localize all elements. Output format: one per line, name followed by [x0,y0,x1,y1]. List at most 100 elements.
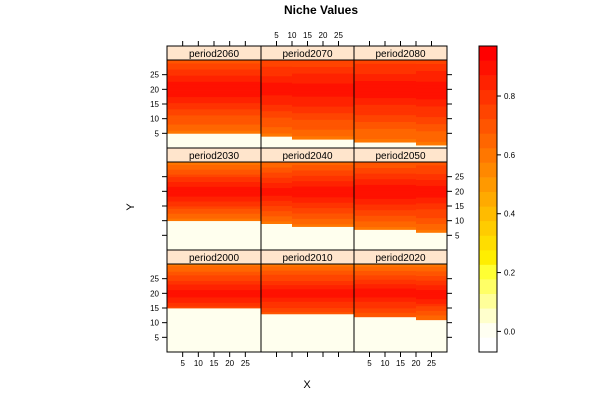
colorbar-swatch [479,46,497,61]
niche-cell [354,264,416,267]
niche-cell [416,264,447,267]
niche-cell [354,221,416,225]
niche-cell [354,83,416,88]
niche-cell [292,89,354,94]
niche-cell [167,302,261,305]
niche-cell [416,173,447,178]
niche-cell [416,102,447,107]
niche-cell [416,294,447,297]
x-tick-label: 25 [427,359,436,368]
niche-cell [261,182,292,186]
niche-cell [354,303,416,307]
niche-cell [167,171,261,175]
niche-cell [354,90,416,95]
niche-cell [261,268,292,271]
niche-cell [292,303,354,306]
niche-cell [167,286,261,289]
niche-cell [261,295,292,298]
niche-cell [261,185,292,189]
niche-cell [167,276,261,280]
y-tick-label: 15 [455,202,464,211]
y-tick-label: 5 [155,333,160,342]
colorbar-swatch [479,250,497,265]
x-tick-label: 15 [396,359,405,368]
niche-cell [354,279,416,282]
niche-cell [261,276,292,279]
niche-cell [292,112,354,117]
niche-cell [261,309,292,313]
panel-label-period2060: period2060 [189,49,239,60]
niche-cell [167,66,261,70]
colorbar-swatch [479,337,497,353]
niche-cell [416,315,447,318]
niche-cell [167,267,261,270]
niche-cell [261,297,292,300]
niche-cell [416,229,447,233]
niche-cell [416,282,447,286]
niche-cell [416,277,447,281]
niche-cell [261,88,292,93]
niche-cell [167,284,261,287]
niche-cell [261,213,292,217]
x-tick-label: 15 [303,31,312,40]
niche-cell [261,120,292,124]
niche-cell [167,198,261,202]
niche-cell [354,70,416,75]
panel-label-period2070: period2070 [282,49,332,60]
niche-cell [261,311,292,315]
niche-cell [261,172,292,176]
niche-cell [354,272,416,276]
niche-cell [354,195,416,199]
niche-cell [292,66,354,71]
niche-cell [292,218,354,222]
niche-cell [167,304,261,307]
panel-label-period2020: period2020 [375,253,425,264]
niche-cell [167,300,261,303]
niche-cell [354,268,416,271]
niche-cell [292,69,354,74]
niche-cell [261,215,292,219]
niche-cell [167,63,261,67]
niche-cell [354,187,416,191]
niche-cell [354,80,416,85]
x-tick-label: 5 [367,359,372,368]
niche-cell [167,99,261,104]
niche-cell [167,118,261,122]
niche-cell [167,271,261,274]
niche-cell [167,293,261,296]
niche-cell [167,127,261,131]
niche-cell [167,291,261,294]
niche-cell [292,188,354,192]
niche-cell [167,206,261,209]
niche-cell [261,104,292,109]
niche-cell [292,183,354,187]
niche-cell [292,172,354,176]
niche-cell [416,63,447,68]
niche-cell [292,194,354,198]
niche-cell [416,130,447,135]
panel-label-period2050: period2050 [375,151,425,162]
y-tick-label: 20 [150,289,159,298]
colorbar-tick-label: 0.8 [504,92,516,101]
niche-cell [416,275,447,279]
niche-cell [354,87,416,92]
niche-cell [167,164,261,168]
niche-cell [354,114,416,119]
niche-cell [416,200,447,204]
niche-cell [354,107,416,112]
niche-cell [261,203,292,207]
niche-cell [167,210,261,214]
niche-cell [354,212,416,216]
niche-cell [292,311,354,315]
niche-cell [261,305,292,309]
niche-cell [167,213,261,217]
x-tick-label: 10 [381,359,390,368]
niche-cell [167,60,261,64]
niche-cell [416,70,447,75]
niche-cell [292,178,354,182]
niche-cell [167,215,261,219]
niche-cell [354,312,416,315]
niche-cell [416,84,447,89]
y-axis-label: Y [125,203,137,211]
panel-label-period2040: period2040 [282,151,332,162]
